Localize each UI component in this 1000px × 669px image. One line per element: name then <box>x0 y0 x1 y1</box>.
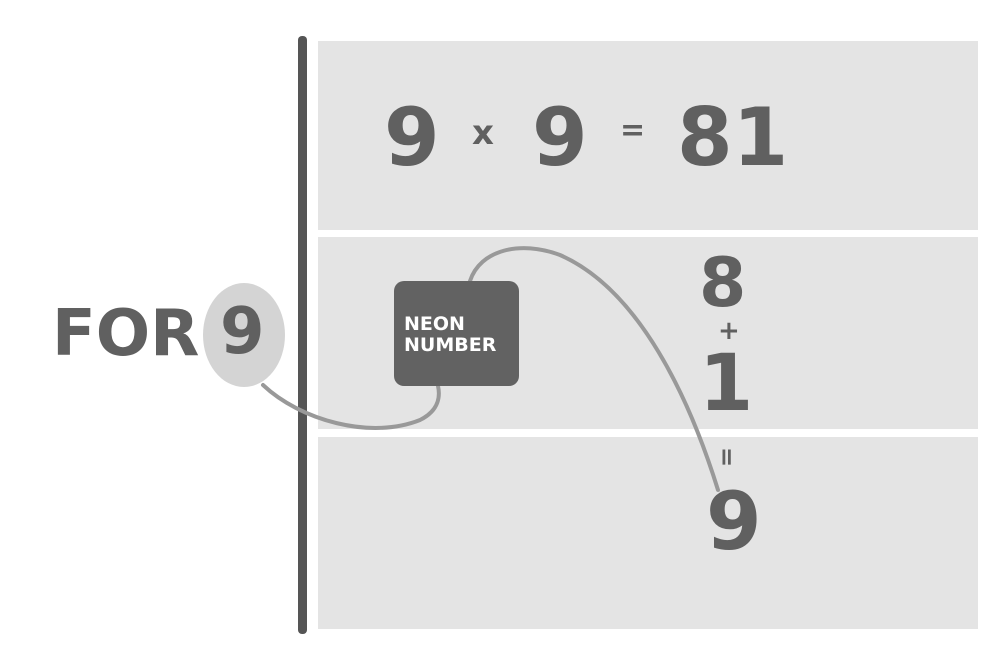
equation-equals-sign: = <box>620 113 646 148</box>
box-to-sum-connector <box>468 246 720 492</box>
neon-number-box: NEON NUMBER <box>394 281 519 386</box>
equation-result: 81 <box>677 91 789 184</box>
number-highlight-circle <box>203 283 285 387</box>
digit-one: 1 <box>699 339 754 429</box>
equation-operand-a: 9 <box>384 91 440 184</box>
plus-sign: + <box>718 316 740 346</box>
neon-number-label: NEON NUMBER <box>404 313 497 356</box>
bottom-panel <box>318 437 978 629</box>
equation-multiply-sign: x <box>472 113 494 153</box>
vertical-divider <box>298 36 307 634</box>
input-number: 9 <box>220 295 265 369</box>
equation-operand-b: 9 <box>532 91 588 184</box>
for-label: FOR <box>52 297 200 371</box>
top-panel <box>318 41 978 230</box>
digit-sum: 9 <box>706 475 762 568</box>
circle-to-box-connector <box>261 383 441 430</box>
digit-eight: 8 <box>699 244 747 323</box>
equals-sign: = <box>713 446 742 468</box>
